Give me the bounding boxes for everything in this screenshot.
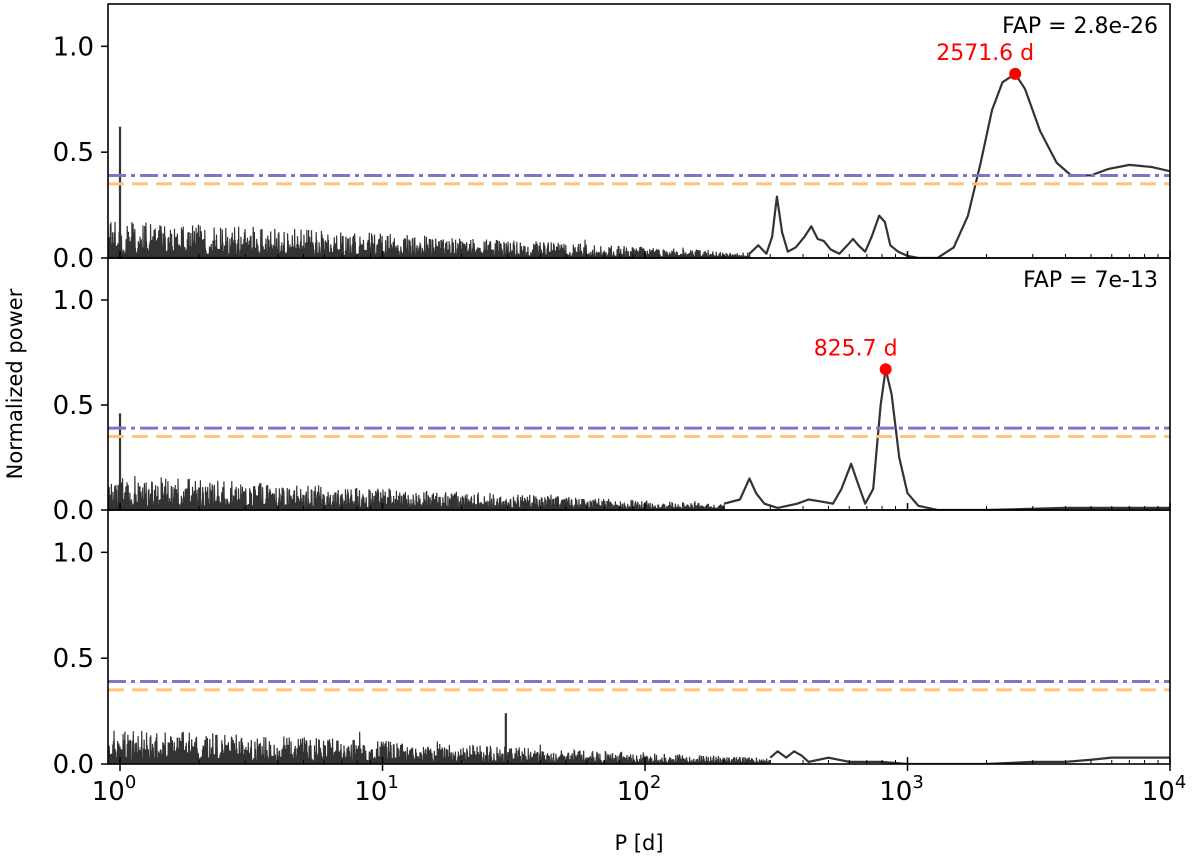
power-curve-top — [748, 72, 1170, 258]
fap-label-top: FAP = 2.8e-26 — [1002, 14, 1158, 39]
y-tick-label-middle: 0.0 — [53, 496, 94, 526]
noise-band-top — [108, 221, 751, 258]
peak-label-middle: 825.7 d — [814, 336, 898, 361]
y-tick-label-bottom: 0.5 — [53, 644, 94, 674]
y-tick-label-middle: 1.0 — [53, 286, 94, 316]
power-curve-bottom — [769, 750, 1170, 764]
panel-frame-middle — [107, 257, 1171, 511]
y-axis-label: Normalized power — [3, 288, 27, 479]
y-tick-label-top: 0.5 — [53, 138, 94, 168]
y-tick-label-top: 1.0 — [53, 32, 94, 62]
x-tick-label: 104 — [1142, 772, 1187, 807]
peak-marker-middle — [879, 363, 892, 376]
panel-frame-bottom — [107, 509, 1171, 765]
x-tick-label: 100 — [92, 772, 137, 807]
power-curve-middle — [723, 368, 1170, 510]
panel-bottom: 0.0 0.5 1.0 — [53, 509, 1171, 780]
x-tick-label: 103 — [879, 772, 924, 807]
panel-middle: 825.7 d FAP = 7e-13 0.0 0.5 1.0 — [53, 257, 1171, 526]
y-tick-label-top: 0.0 — [53, 244, 94, 274]
y-tick-label-bottom: 0.0 — [53, 750, 94, 780]
x-axis: 100 101 102 103 104 — [92, 764, 1187, 807]
plot-area-bottom — [108, 679, 1170, 764]
x-tick-label: 101 — [354, 772, 399, 807]
noise-band-bottom — [108, 730, 772, 764]
fap-label-middle: FAP = 7e-13 — [1023, 268, 1158, 293]
y-tick-label-bottom: 1.0 — [53, 538, 94, 568]
x-axis-label: P [d] — [614, 831, 663, 855]
plot-area-middle — [108, 368, 1170, 510]
y-tick-label-middle: 0.5 — [53, 391, 94, 421]
noise-band-middle — [108, 476, 726, 510]
peak-label-top: 2571.6 d — [936, 41, 1034, 66]
peak-marker-top — [1009, 67, 1022, 80]
plot-area-top — [108, 72, 1170, 258]
x-tick-label: 102 — [617, 772, 662, 807]
